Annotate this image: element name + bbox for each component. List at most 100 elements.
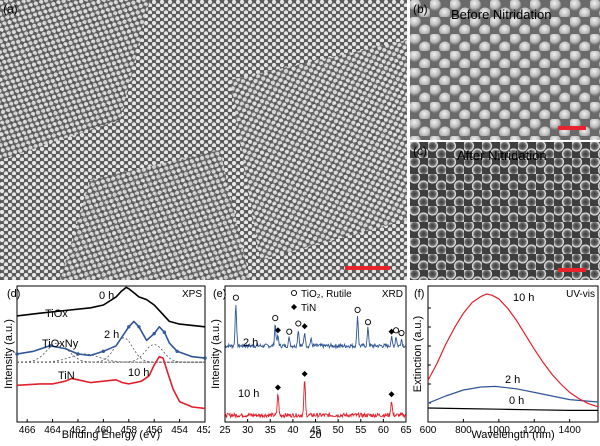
xrd-x-tick-label: 60 bbox=[378, 425, 390, 436]
xrd-x-tick-label: 35 bbox=[265, 425, 277, 436]
xrd-tin-marker bbox=[274, 384, 281, 391]
uvvis-x-tick-label: 1200 bbox=[523, 425, 546, 436]
xrd-x-tick-label: 55 bbox=[355, 425, 367, 436]
xrd-legend-rutile: TiO₂, Rutile bbox=[301, 289, 352, 300]
xps-x-axis-label: Binding Energy (eV) bbox=[62, 429, 160, 441]
xps-data-point bbox=[152, 331, 156, 336]
panel-b-letter: (b) bbox=[413, 2, 428, 16]
sem-image-before-svg bbox=[410, 0, 600, 140]
uvvis-y-axis-label: Extinction (a.u.) bbox=[412, 316, 424, 392]
xps-x-tick-label: 466 bbox=[19, 425, 36, 436]
xrd-legend-tin-marker bbox=[291, 304, 297, 310]
xps-data-point bbox=[15, 352, 19, 356]
xps-fit-component-3 bbox=[17, 353, 205, 363]
xrd-rutile-marker bbox=[398, 329, 405, 337]
uvvis-series-line-2 bbox=[427, 293, 599, 408]
scale-bar-c bbox=[558, 268, 586, 272]
panel-a-letter: (a) bbox=[3, 2, 18, 16]
xps-data-point bbox=[137, 325, 141, 329]
xps-x-tick-label: 458 bbox=[120, 425, 137, 436]
xrd-rutile-marker bbox=[354, 306, 361, 313]
panel-c-letter: (c) bbox=[413, 144, 427, 158]
uvvis-label-2h: 2 h bbox=[505, 374, 520, 386]
xrd-tin-marker bbox=[301, 370, 308, 377]
xps-series-line-1 bbox=[16, 320, 206, 359]
xrd-rutile-marker bbox=[232, 294, 239, 301]
xrd-chart: 25 30 35 40 45 50 55 60 65 2θ Intensity (a.u.) (e) X… bbox=[205, 283, 412, 441]
xrd-tin-marker bbox=[388, 391, 395, 398]
xrd-rutile-marker bbox=[392, 327, 400, 334]
xrd-series-line-1 bbox=[224, 380, 407, 419]
uvvis-chart-svg: 600 800 1000 1200 1400 Wavelength (nm) Extinct… bbox=[412, 285, 599, 441]
xps-label-2h: 2 h bbox=[104, 329, 119, 341]
xps-x-tick-label: 452 bbox=[197, 425, 210, 436]
xrd-x-tick-label: 45 bbox=[310, 425, 322, 436]
scale-bar-a bbox=[345, 266, 390, 270]
xrd-x-tick-label: 40 bbox=[287, 425, 299, 436]
xps-tag: XPS bbox=[182, 289, 202, 300]
xps-x-tick-label: 464 bbox=[44, 425, 61, 436]
xrd-series-line-0 bbox=[224, 304, 407, 350]
xrd-tin-marker bbox=[301, 323, 308, 330]
sem-image-after-svg bbox=[410, 142, 600, 280]
uvvis-chart: 600 800 1000 1200 1400 Wavelength (nm) Extinct… bbox=[408, 283, 600, 441]
xps-x-tick-label: 456 bbox=[146, 425, 163, 436]
uvvis-label-10h: 10 h bbox=[513, 292, 534, 304]
xps-x-tick-label: 460 bbox=[95, 425, 112, 436]
xrd-y-axis-label: Intensity (a.u.) bbox=[210, 319, 222, 389]
xps-plot-frame bbox=[16, 285, 206, 423]
xps-panel-letter: (d) bbox=[7, 288, 20, 300]
uvvis-series-line-1 bbox=[427, 385, 599, 404]
uvvis-panel-letter: (f) bbox=[414, 288, 424, 300]
uvvis-plot-frame bbox=[427, 285, 599, 423]
xps-data-point bbox=[48, 344, 52, 348]
uvvis-label-0h: 0 h bbox=[509, 395, 524, 407]
xps-data-point bbox=[76, 352, 80, 356]
xps-x-tick-label: 462 bbox=[70, 425, 87, 436]
xrd-x-axis-label: 2θ bbox=[309, 429, 321, 441]
xps-annotation-tioxny: TiOxNy bbox=[42, 338, 79, 350]
xrd-legend-tin: TiN bbox=[301, 303, 316, 314]
xps-annotation-tiox: TiOx bbox=[45, 308, 68, 320]
xrd-rutile-marker bbox=[286, 328, 293, 335]
uvvis-series-line-0 bbox=[427, 407, 598, 412]
xrd-legend-rutile-marker bbox=[290, 289, 298, 297]
uvvis-x-tick-label: 1400 bbox=[559, 425, 582, 436]
xps-data-point bbox=[203, 356, 207, 360]
xps-series-line-0 bbox=[16, 286, 206, 328]
sem-image-large: (a) bbox=[0, 0, 407, 280]
xps-chart: 466 464 462 460 458 456 454 452 Binding Energy (… bbox=[0, 283, 214, 441]
panel-b-caption: Before Nitridation bbox=[451, 7, 552, 22]
xps-annotation-tin: TiN bbox=[58, 370, 75, 382]
xrd-panel-letter: (e) bbox=[213, 288, 226, 300]
xrd-rutile-marker bbox=[364, 319, 372, 326]
panel-c-caption: After Nitridation bbox=[457, 148, 547, 163]
xrd-x-tick-label: 25 bbox=[219, 425, 231, 436]
xps-data-point bbox=[175, 349, 179, 353]
xrd-x-tick-label: 30 bbox=[242, 425, 254, 436]
uvvis-x-tick-label: 800 bbox=[455, 425, 472, 436]
xrd-x-tick-label: 65 bbox=[400, 425, 412, 436]
uvvis-x-tick-label: 1000 bbox=[488, 425, 511, 436]
xps-data-point bbox=[101, 349, 106, 353]
xrd-tag: XRD bbox=[382, 289, 403, 300]
xrd-label-2h: 2 h bbox=[243, 337, 258, 349]
xps-data-point bbox=[127, 325, 131, 329]
xps-fit-component-1 bbox=[17, 337, 205, 363]
xrd-chart-svg: 25 30 35 40 45 50 55 60 65 2θ Intensity (a.u.) (e) X… bbox=[210, 285, 412, 441]
xrd-tin-marker bbox=[388, 328, 395, 335]
xps-chart-svg: 466 464 462 460 458 456 454 452 Binding Energy (… bbox=[3, 285, 214, 441]
uvvis-x-axis-label: Wavelength (nm) bbox=[471, 429, 554, 441]
xps-y-axis-label: Intensity (a.u.) bbox=[3, 319, 15, 389]
xps-data-point bbox=[162, 330, 167, 334]
sem-image-after: (c) After Nitridation bbox=[410, 142, 600, 280]
xps-label-10h: 10 h bbox=[128, 367, 149, 379]
xrd-x-tick-label: 50 bbox=[333, 425, 345, 436]
uvvis-tag: UV-vis bbox=[566, 289, 595, 300]
sem-image-large-svg bbox=[0, 0, 407, 280]
xps-series-line-2 bbox=[16, 355, 206, 410]
xps-x-tick-label: 454 bbox=[171, 425, 188, 436]
sem-image-before: (b) Before Nitridation bbox=[410, 0, 600, 140]
xrd-rutile-marker bbox=[295, 320, 302, 327]
xps-fit-component-0 bbox=[17, 342, 205, 363]
